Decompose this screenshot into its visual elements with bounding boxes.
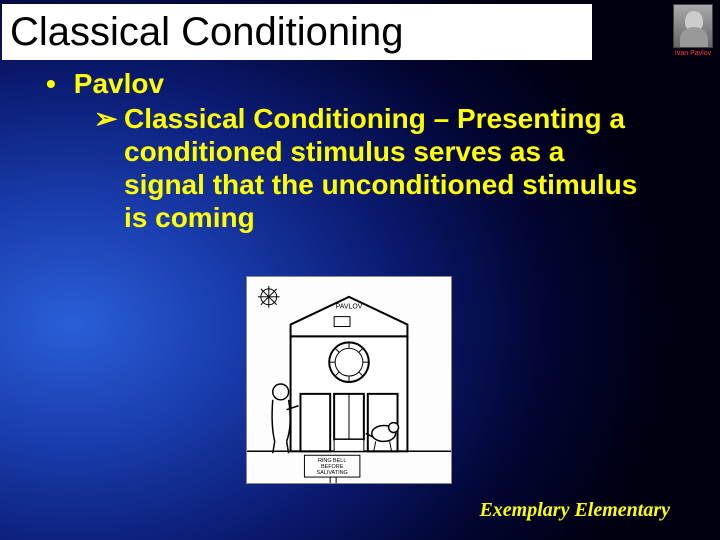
bullet-level1: • Pavlov (46, 68, 164, 100)
slide: Classical Conditioning Ivan Pavlov • Pav… (0, 0, 720, 540)
cartoon-image: PAVLOV (246, 276, 452, 484)
portrait-caption: Ivan Pavlov (672, 50, 714, 57)
portrait-container: Ivan Pavlov (672, 4, 714, 57)
title-box: Classical Conditioning (2, 4, 592, 60)
bullet-level2-text: Classical Conditioning – Presenting a co… (124, 102, 644, 234)
svg-text:SALIVATING: SALIVATING (317, 470, 348, 476)
pavlov-portrait-icon (673, 4, 713, 48)
bullet-marker-icon: • (46, 68, 66, 100)
bullet-level2: ➢Classical Conditioning – Presenting a c… (94, 102, 654, 234)
arrow-marker-icon: ➢ (94, 102, 124, 135)
footer-text: Exemplary Elementary (479, 499, 670, 522)
slide-title: Classical Conditioning (10, 10, 404, 55)
bullet-level1-text: Pavlov (74, 68, 164, 99)
svg-text:PAVLOV: PAVLOV (336, 304, 363, 311)
